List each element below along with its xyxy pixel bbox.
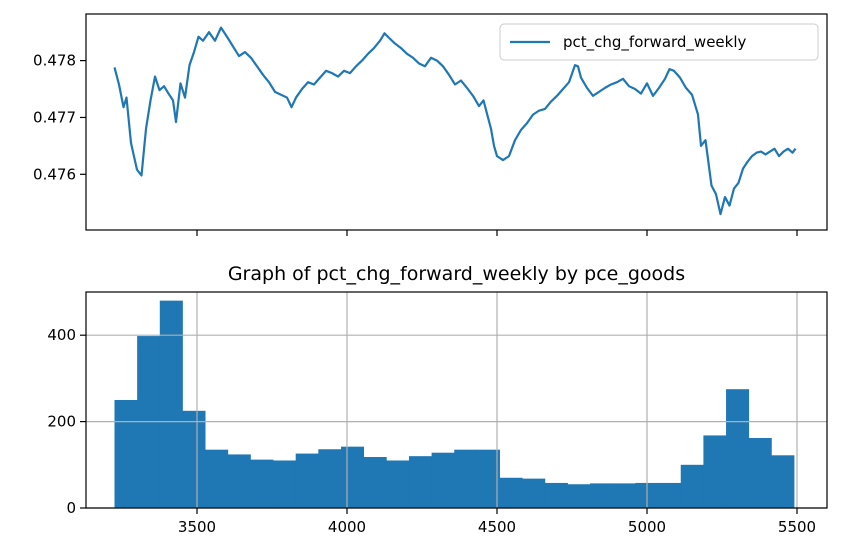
histogram-bar: [658, 482, 682, 508]
y-tick-label: 0.478: [33, 52, 76, 70]
histogram-bar: [341, 446, 365, 508]
histogram-bar: [499, 477, 523, 508]
histogram-bar: [703, 435, 727, 508]
histogram-bar: [295, 453, 319, 508]
y-tick-label: 400: [47, 326, 76, 344]
y-tick-label: 200: [47, 413, 76, 431]
x-tick-label: 5000: [628, 518, 666, 536]
histogram-bar: [227, 454, 251, 508]
histogram-bar: [114, 400, 138, 508]
legend-box: [499, 23, 819, 61]
legend-label: pct_chg_forward_weekly: [563, 33, 747, 52]
histogram-chart: 0 200 400 3500 4000 4500 5000 5500 Graph of pct_…: [47, 263, 828, 536]
plot-frame: [85, 13, 828, 231]
histogram-bar: [612, 483, 636, 508]
line-chart: 0.476 0.477 0.478 pct_chg_forward_weekly: [33, 13, 828, 236]
x-tick-label: 3500: [178, 518, 216, 536]
histogram-bar: [476, 449, 500, 508]
histogram-bar: [567, 484, 591, 508]
histogram-bar: [544, 482, 568, 508]
legend: pct_chg_forward_weekly: [499, 23, 819, 61]
x-tick-label: 4500: [478, 518, 516, 536]
histogram-bar: [205, 449, 229, 508]
histogram-bar: [590, 483, 614, 508]
histogram-bar: [726, 389, 750, 508]
histogram-bar: [386, 460, 410, 508]
plot-frame: [85, 291, 828, 509]
histogram-bar: [771, 455, 795, 508]
x-tick-label: 5500: [778, 518, 816, 536]
series-line: [113, 26, 797, 216]
histogram-bar: [318, 449, 342, 508]
y-tick-label: 0: [66, 499, 76, 517]
histogram-bar: [273, 460, 297, 508]
histogram-bar: [680, 464, 704, 508]
histogram-bar: [522, 478, 546, 508]
x-tick-label: 4000: [328, 518, 366, 536]
histogram-bar: [454, 449, 478, 508]
histogram-bar: [363, 457, 387, 508]
histogram-bar: [250, 459, 274, 508]
histogram-bar: [431, 452, 455, 508]
y-tick-label: 0.476: [33, 165, 76, 183]
y-tick-label: 0.477: [33, 108, 76, 126]
histogram-bar: [408, 456, 432, 508]
chart-title: Graph of pct_chg_forward_weekly by pce_g…: [228, 263, 685, 285]
histogram-bar: [159, 300, 183, 508]
histogram-bar: [182, 410, 206, 508]
histogram-bar: [748, 438, 772, 508]
